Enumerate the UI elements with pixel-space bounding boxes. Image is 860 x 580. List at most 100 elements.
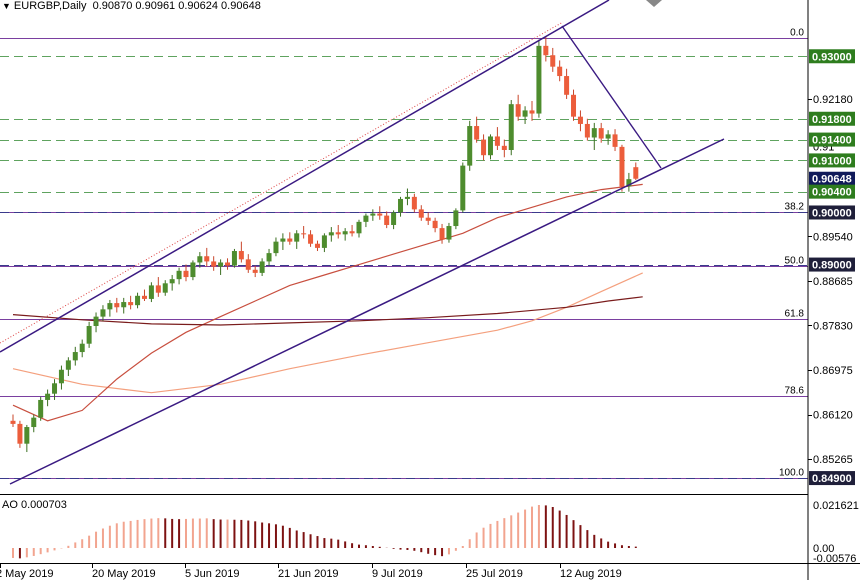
candle-body [398,198,404,213]
candle [10,414,16,428]
candle-body [577,116,583,124]
candle [52,379,58,400]
candle [411,193,417,213]
fibo-label: 0.0 [790,28,804,39]
candle-body [301,233,307,235]
time-scale: 2 May 2019 20 May 2019 5 Jun 2019 21 Jun 20… [0,564,622,580]
candle-body [591,128,597,138]
candle-body [314,243,320,248]
candle [501,139,507,158]
candle-body [439,228,445,240]
triangle-down-icon[interactable]: ▼ [2,1,11,11]
candle [481,134,487,161]
candle-body [342,231,348,235]
candle-body [508,104,514,150]
candle-body [557,66,563,77]
candle [522,106,528,124]
candle-body [45,393,51,400]
candle [31,414,37,433]
candle [24,424,30,453]
candle [418,205,424,221]
candle-body [536,45,542,114]
candle [377,206,383,220]
candle-body [460,165,466,211]
candle-body [377,213,383,216]
candle [252,265,258,278]
candle [370,209,376,221]
candle-body [453,210,459,227]
candle [176,267,182,285]
time-label: 25 Jul 2019 [466,568,523,580]
candle [564,68,570,99]
candle [543,36,549,62]
chart-grid: 0.0 38.2 50.0 61.8 78.6 100.0 [0,28,808,479]
candle-body [273,241,279,254]
candle-body [155,285,161,293]
candle-body [197,256,203,263]
candle [301,226,307,239]
price-tag: 0.90000 [809,205,855,220]
price-tag: 0.84900 [809,471,855,486]
candle-body [308,234,314,244]
candle-body [487,136,493,156]
candle [197,252,203,268]
fibo-label: 78.6 [785,386,805,397]
price-tag: 0.91400 [809,132,855,147]
candle [626,172,632,192]
candle-body [474,126,480,140]
moving-averages [12,183,643,422]
candle-body [58,369,64,384]
price-tag-label: 0.91400 [812,135,852,147]
candle [460,162,466,213]
candle-body [38,399,44,418]
candle [342,228,348,241]
candle [605,130,611,145]
candle [557,60,563,82]
candle-body [356,221,362,234]
candle-body [335,232,341,235]
price-tag-label: 0.91800 [812,114,852,126]
candle [619,144,625,192]
candle-body [418,209,424,218]
fibo-label: 38.2 [785,202,805,213]
candle [121,297,127,314]
candle-body [626,179,632,187]
candle-body [266,253,272,262]
chart-shift-icon [646,0,662,7]
time-label: 21 Jun 2019 [278,568,339,580]
candle [72,346,78,366]
candle-body [543,45,549,56]
candle [114,297,120,313]
candle-body [370,213,376,216]
candle-body [238,251,244,260]
candle [487,134,493,160]
candlesticks [10,36,639,453]
candle [425,212,431,225]
price-tag-label: 0.90648 [812,174,852,186]
candle-body [31,417,37,428]
candle-body [522,110,528,117]
price-tag-box [809,132,855,147]
candle [384,211,390,229]
candle-body [529,110,535,114]
symbol-timeframe: EURGBP,Daily [13,0,87,12]
candle [474,116,480,143]
candle [577,110,583,132]
price-tag-box [809,257,855,272]
candle-body [10,420,16,424]
candle [529,101,535,121]
candle-body [612,134,618,147]
price-tick-label: 0.85265 [813,454,853,466]
channel-dotted-line [0,21,564,344]
candle [273,237,279,257]
candle [328,227,334,242]
candle-body [294,233,300,242]
candle-body [584,123,590,138]
candle-body [183,270,189,278]
candle [321,233,327,253]
candle [432,217,438,233]
candle-body [259,261,265,273]
candle [308,230,314,247]
